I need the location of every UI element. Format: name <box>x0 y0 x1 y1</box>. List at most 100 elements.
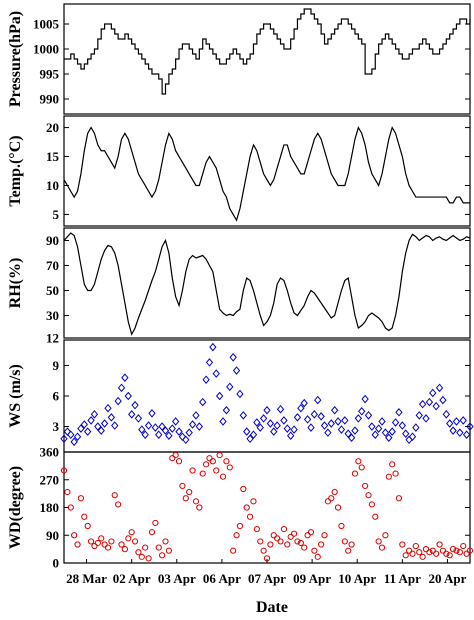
data-point <box>273 421 281 430</box>
data-point <box>196 504 203 511</box>
y-tick-label: 20 <box>46 120 59 135</box>
series-points <box>60 342 474 447</box>
data-point <box>395 495 403 502</box>
data-point <box>314 395 322 405</box>
data-point <box>466 422 474 431</box>
panel-frame <box>63 115 471 227</box>
data-point <box>144 421 153 430</box>
y-tick-labels: 990 995 1000 1005 <box>33 17 60 107</box>
data-point <box>253 418 261 427</box>
data-point <box>142 544 149 551</box>
data-point <box>155 430 163 439</box>
data-point <box>392 470 399 477</box>
data-point <box>307 529 315 536</box>
series-line <box>64 8 471 95</box>
data-point <box>199 397 207 407</box>
x-tick-label: 10 Apr <box>338 571 376 586</box>
data-point <box>310 410 319 419</box>
data-point <box>317 412 325 421</box>
data-point <box>378 544 386 551</box>
x-tick-label: 03 Apr <box>158 571 196 586</box>
y-tick-label: 30 <box>46 308 59 323</box>
y-tick-label: 180 <box>40 500 60 515</box>
data-point <box>94 539 101 547</box>
data-point <box>90 410 99 419</box>
data-point <box>406 547 413 554</box>
data-point <box>301 544 308 551</box>
data-point <box>108 538 115 545</box>
x-axis: 28 Mar 02 Apr 03 Apr 06 Apr 07 Apr 09 Apr 10 A… <box>66 559 467 586</box>
data-point <box>432 401 440 411</box>
data-point <box>267 541 274 548</box>
data-point <box>77 495 85 502</box>
x-tick-label: 20 Apr <box>428 571 466 586</box>
data-point <box>151 423 160 432</box>
data-point <box>188 420 197 429</box>
data-point <box>362 482 369 490</box>
y-axis-title: Temp.(°C) <box>7 135 24 206</box>
data-point <box>419 553 426 560</box>
data-point <box>87 538 95 545</box>
data-point <box>348 541 355 548</box>
data-point <box>131 400 139 410</box>
data-point <box>341 416 349 425</box>
panel-5: 0 90 180 270 360 WD(degree) <box>7 445 474 571</box>
data-point <box>246 513 254 520</box>
data-point <box>253 525 260 533</box>
data-point <box>259 414 268 423</box>
data-point <box>145 555 152 562</box>
y-tick-label: 15 <box>46 149 60 164</box>
data-point <box>280 416 288 425</box>
y-tick-label: 360 <box>40 445 60 460</box>
series-points <box>60 451 474 562</box>
data-point <box>297 539 304 547</box>
data-point <box>246 434 254 444</box>
data-point <box>107 413 116 422</box>
data-point <box>358 407 366 416</box>
data-point <box>91 542 98 550</box>
data-point <box>344 429 352 438</box>
data-point <box>209 342 217 352</box>
data-point <box>192 411 200 420</box>
data-point <box>111 492 118 499</box>
data-point <box>276 404 285 414</box>
data-point <box>402 552 409 559</box>
data-point <box>456 428 464 437</box>
data-point <box>300 398 308 408</box>
data-point <box>389 461 396 468</box>
y-tick-labels: 12 30 50 70 90 <box>46 233 59 346</box>
data-point <box>378 417 386 426</box>
data-point <box>374 424 383 433</box>
data-point <box>162 538 169 545</box>
data-point <box>327 419 335 428</box>
data-point <box>416 549 423 556</box>
data-point <box>365 492 372 499</box>
data-point <box>199 470 206 477</box>
data-point <box>459 416 467 425</box>
data-point <box>185 428 193 437</box>
data-point <box>429 388 437 398</box>
x-tick-label: 11 Apr <box>384 571 421 586</box>
x-tick-label: 06 Apr <box>203 571 241 586</box>
data-point <box>229 353 237 362</box>
data-point <box>226 464 233 471</box>
data-point <box>175 458 183 465</box>
data-point <box>314 553 321 560</box>
data-point <box>463 550 470 557</box>
data-point <box>263 405 271 415</box>
data-point <box>331 405 339 415</box>
y-tick-label: 70 <box>46 258 59 273</box>
data-point <box>334 504 342 511</box>
y-tick-label: 1000 <box>33 42 59 57</box>
data-point <box>283 424 291 433</box>
data-point <box>74 541 81 548</box>
data-point <box>452 417 461 426</box>
data-point <box>128 529 135 536</box>
data-point <box>422 546 430 553</box>
data-point <box>266 419 275 428</box>
data-point <box>77 424 85 433</box>
data-point <box>203 461 210 468</box>
data-point <box>405 435 413 445</box>
data-point <box>449 546 457 553</box>
data-point <box>364 411 373 420</box>
